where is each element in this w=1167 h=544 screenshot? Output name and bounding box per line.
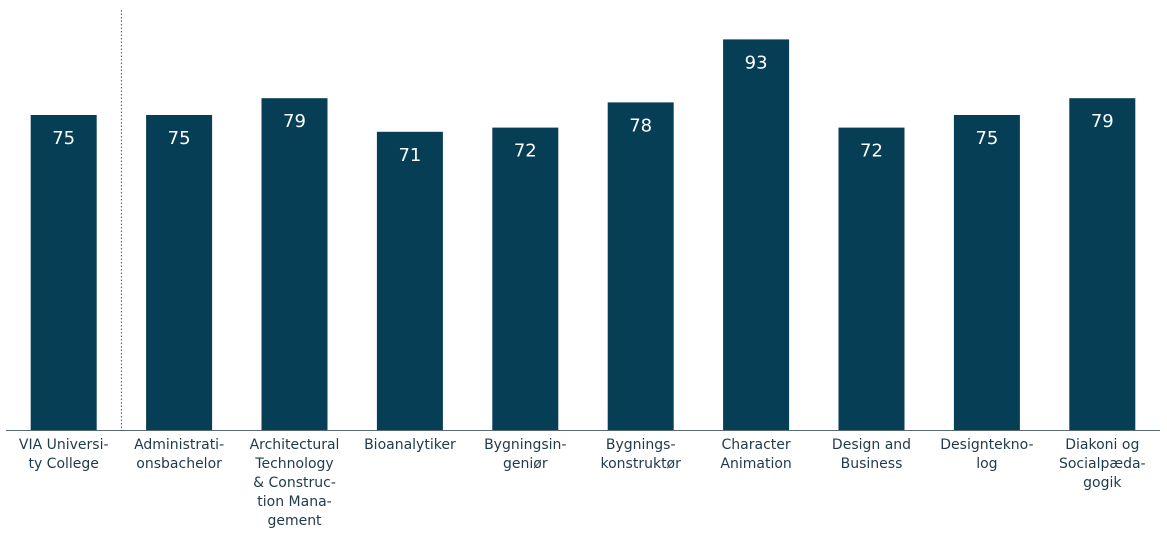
x-tick-label: Bygnings-konstruktør [601, 437, 682, 472]
bar-value-label: 93 [745, 52, 768, 73]
x-axis-labels: VIA Universi-ty College Administrati-onsb… [19, 437, 1146, 529]
bar [1069, 98, 1136, 430]
bar [492, 127, 559, 430]
bar [146, 115, 213, 430]
bar-value-label: 71 [398, 145, 421, 166]
x-tick-label: Administrati-onsbachelor [134, 437, 224, 472]
x-tick-label: Architectural Technology & Construc-tion M… [250, 437, 340, 529]
x-tick-label: Diakoni og Socialpæda-gogik [1059, 437, 1146, 491]
bar [723, 39, 790, 431]
bar-value-label: 72 [860, 141, 883, 162]
bar-value-label: 75 [52, 128, 75, 149]
bar [30, 115, 97, 430]
bar-value-label: 78 [629, 115, 652, 136]
x-tick-label: Designtekno-log [940, 437, 1033, 472]
bar [607, 102, 674, 431]
bar-value-label: 75 [168, 128, 191, 149]
x-tick-label: Bioanalytiker [364, 437, 456, 453]
bar [838, 127, 905, 430]
bar-value-label: 75 [975, 128, 998, 149]
bar [376, 131, 443, 431]
bar-value-label: 72 [514, 141, 537, 162]
bar-value-label: 79 [1091, 111, 1114, 132]
bar-value-label: 79 [283, 111, 306, 132]
x-tick-label: Character Animation [720, 437, 791, 472]
x-tick-label: Design and Business [832, 437, 911, 472]
bar [261, 98, 328, 430]
x-tick-label: VIA Universi-ty College [19, 437, 109, 472]
bar [953, 115, 1020, 430]
bars [30, 39, 1136, 431]
value-labels: 75 75 79 71 72 78 93 72 75 79 [52, 52, 1114, 165]
x-tick-label: Bygningsin-geniør [484, 437, 566, 472]
